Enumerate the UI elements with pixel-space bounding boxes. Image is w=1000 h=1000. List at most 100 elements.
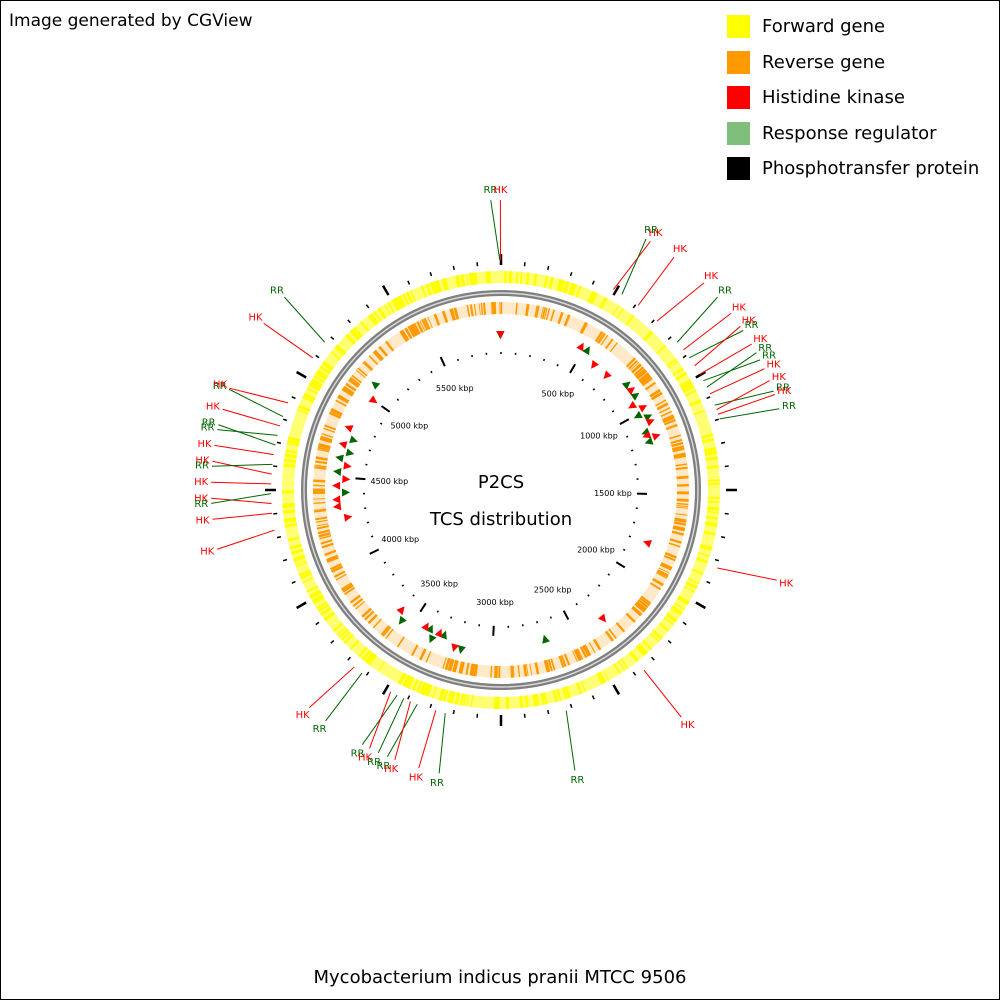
outer-tick	[720, 441, 726, 444]
forward-gene-mark	[684, 389, 697, 397]
scale-label: 5000 kbp	[390, 422, 428, 431]
reverse-gene-mark	[675, 513, 688, 516]
outer-tick	[365, 304, 370, 309]
outer-tick	[591, 280, 595, 285]
reverse-gene-mark	[374, 350, 384, 361]
feature-leader-line	[217, 429, 278, 436]
forward-gene-mark	[283, 458, 297, 464]
forward-gene-mark	[470, 694, 474, 708]
reverse-gene-mark	[625, 612, 636, 623]
forward-gene-mark	[432, 686, 437, 699]
histidine-kinase-marker	[638, 404, 648, 413]
feature-leader-line	[211, 463, 273, 467]
scale-major-tick	[380, 405, 391, 413]
feature-leader-line	[211, 497, 272, 504]
forward-gene-mark	[665, 612, 678, 623]
reverse-gene-mark	[637, 598, 649, 609]
scale-minor-tick	[396, 398, 400, 402]
forward-gene-mark	[370, 313, 380, 324]
reverse-gene-mark	[324, 424, 337, 431]
reverse-gene-mark	[330, 563, 342, 571]
scale-minor-tick	[463, 621, 466, 624]
reverse-gene-mark	[409, 324, 417, 337]
scale-minor-tick	[549, 616, 552, 619]
forward-gene-mark	[302, 577, 314, 584]
rr-label: RR	[376, 761, 390, 772]
legend: Forward gene Reverse gene Histidine kinase…	[727, 9, 979, 187]
forward-gene-mark	[361, 649, 371, 661]
response-regulator-marker	[542, 634, 550, 644]
reverse-gene-mark	[425, 651, 432, 663]
outer-tick	[667, 639, 672, 644]
feature-leader-line	[438, 713, 446, 774]
reverse-gene-mark	[641, 377, 653, 386]
reverse-gene-mark	[342, 584, 354, 593]
forward-gene-mark	[683, 586, 695, 593]
reverse-gene-mark	[639, 597, 651, 607]
reverse-gene-mark	[615, 622, 626, 633]
forward-gene-mark	[420, 285, 427, 298]
feature-leader-line	[699, 343, 752, 375]
outer-tick	[695, 370, 707, 379]
reverse-gene-mark	[344, 586, 356, 595]
scale-label: 3500 kbp	[420, 579, 458, 588]
reverse-gene-mark	[317, 529, 330, 533]
reverse-gene-mark	[400, 329, 410, 342]
reverse-gene-mark	[491, 302, 495, 315]
forward-gene-mark	[349, 639, 360, 650]
forward-gene-mark	[590, 292, 598, 305]
feature-leader-line	[613, 241, 651, 290]
forward-gene-mark	[396, 296, 405, 308]
hk-label: HK	[194, 477, 209, 488]
reverse-gene-mark	[320, 435, 333, 441]
forward-gene-mark	[306, 585, 319, 593]
feature-leader-line	[212, 460, 272, 475]
forward-gene-mark	[423, 683, 431, 696]
reverse-gene-mark	[314, 508, 327, 512]
reverse-gene-mark	[407, 326, 415, 338]
reverse-gene-mark	[459, 661, 465, 674]
outer-tick	[282, 418, 288, 422]
forward-gene-mark	[474, 272, 478, 285]
hk-label: HK	[213, 380, 228, 391]
histidine-kinase-marker	[332, 481, 341, 490]
reverse-gene-mark	[433, 313, 441, 326]
reverse-gene-mark	[580, 322, 588, 334]
forward-gene-mark	[402, 293, 410, 306]
reverse-gene-mark	[529, 663, 533, 676]
reverse-gene-mark	[337, 394, 350, 403]
reverse-gene-mark	[317, 446, 330, 452]
reverse-gene-mark	[541, 307, 547, 320]
rr-label: RR	[351, 748, 365, 759]
reverse-gene-mark	[657, 403, 669, 411]
forward-gene-mark	[295, 561, 308, 568]
forward-gene-mark	[524, 695, 529, 708]
outer-tick	[682, 621, 687, 626]
forward-gene-mark	[310, 378, 323, 388]
reverse-gene-mark	[510, 665, 514, 678]
forward-gene-mark	[637, 643, 648, 655]
hk-label: HK	[753, 334, 768, 345]
reverse-gene-mark	[458, 661, 464, 674]
reverse-gene-mark	[673, 521, 687, 526]
reverse-gene-mark	[668, 542, 681, 548]
reverse-gene-mark	[544, 659, 550, 673]
forward-gene-mark	[408, 677, 415, 689]
rr-label: RR	[367, 757, 381, 768]
feature-leader-line	[706, 352, 757, 388]
outer-tick	[429, 271, 433, 277]
reverse-gene-mark	[666, 424, 678, 431]
reverse-gene-mark	[638, 373, 650, 383]
rr-label: RR	[745, 320, 759, 331]
outer-tick	[315, 621, 320, 626]
forward-gene-mark	[543, 275, 549, 288]
feature-leader-line	[369, 691, 392, 749]
forward-gene-mark	[707, 479, 720, 482]
histidine-kinase-marker	[603, 370, 612, 380]
forward-gene-mark	[679, 379, 692, 389]
feature-leader-line	[377, 698, 405, 754]
outer-tick	[291, 396, 296, 400]
forward-gene-mark	[349, 329, 361, 341]
feature-leader-line	[694, 325, 741, 367]
scale-minor-tick	[373, 435, 376, 438]
